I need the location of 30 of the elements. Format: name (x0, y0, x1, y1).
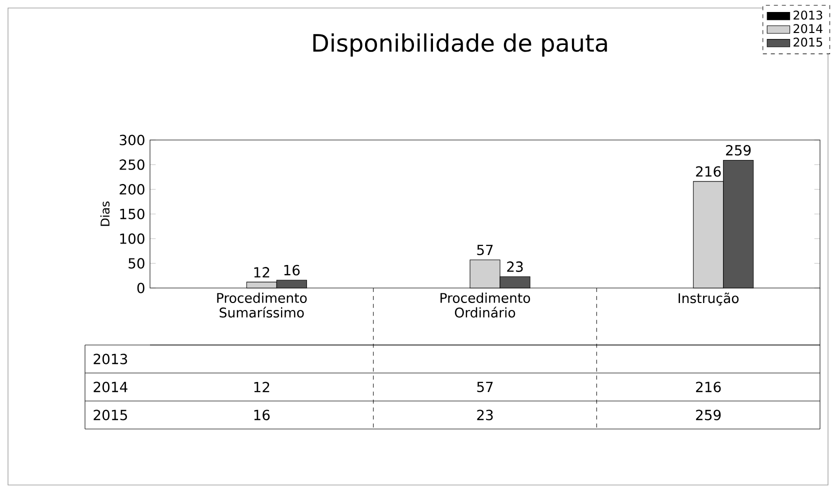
y-tick-label: 300 (120, 134, 144, 146)
y-tick-label: 250 (120, 159, 144, 170)
text: 216 (696, 166, 721, 177)
text: 2014 (94, 382, 128, 392)
x-tick-label: Procedimento Ordinário (440, 292, 530, 318)
y-axis-title: Dias (100, 202, 110, 226)
data-label: 12 (254, 382, 270, 392)
data-label: 16 (254, 410, 270, 420)
data-label: 57 (477, 382, 493, 392)
text: 57 (477, 244, 493, 256)
legend-label: 2015 (794, 38, 822, 47)
text: 259 (726, 144, 751, 156)
y-tick-label: 200 (120, 184, 144, 195)
y-tick-label: 50 (128, 258, 144, 269)
y-tick-label: 100 (120, 233, 144, 244)
x-tick-label: Instrução (678, 292, 739, 306)
text: 12 (254, 267, 270, 278)
text: 2015 (94, 410, 127, 420)
data-label: 259 (696, 410, 721, 420)
legend-label: 2013 (794, 10, 822, 20)
data-label: 216 (696, 382, 721, 392)
text: 23 (507, 261, 523, 272)
legend-label: 2014 (794, 24, 822, 34)
y-tick-label: 0 (137, 282, 144, 294)
chart-title: Disponibilidade de pauta (313, 33, 607, 57)
data-label: 23 (477, 410, 493, 420)
text: 2013 (94, 354, 128, 364)
x-tick-label: Procedimento Sumaríssimo (217, 292, 307, 318)
y-tick-label: 150 (120, 208, 144, 220)
text: 16 (284, 264, 300, 276)
